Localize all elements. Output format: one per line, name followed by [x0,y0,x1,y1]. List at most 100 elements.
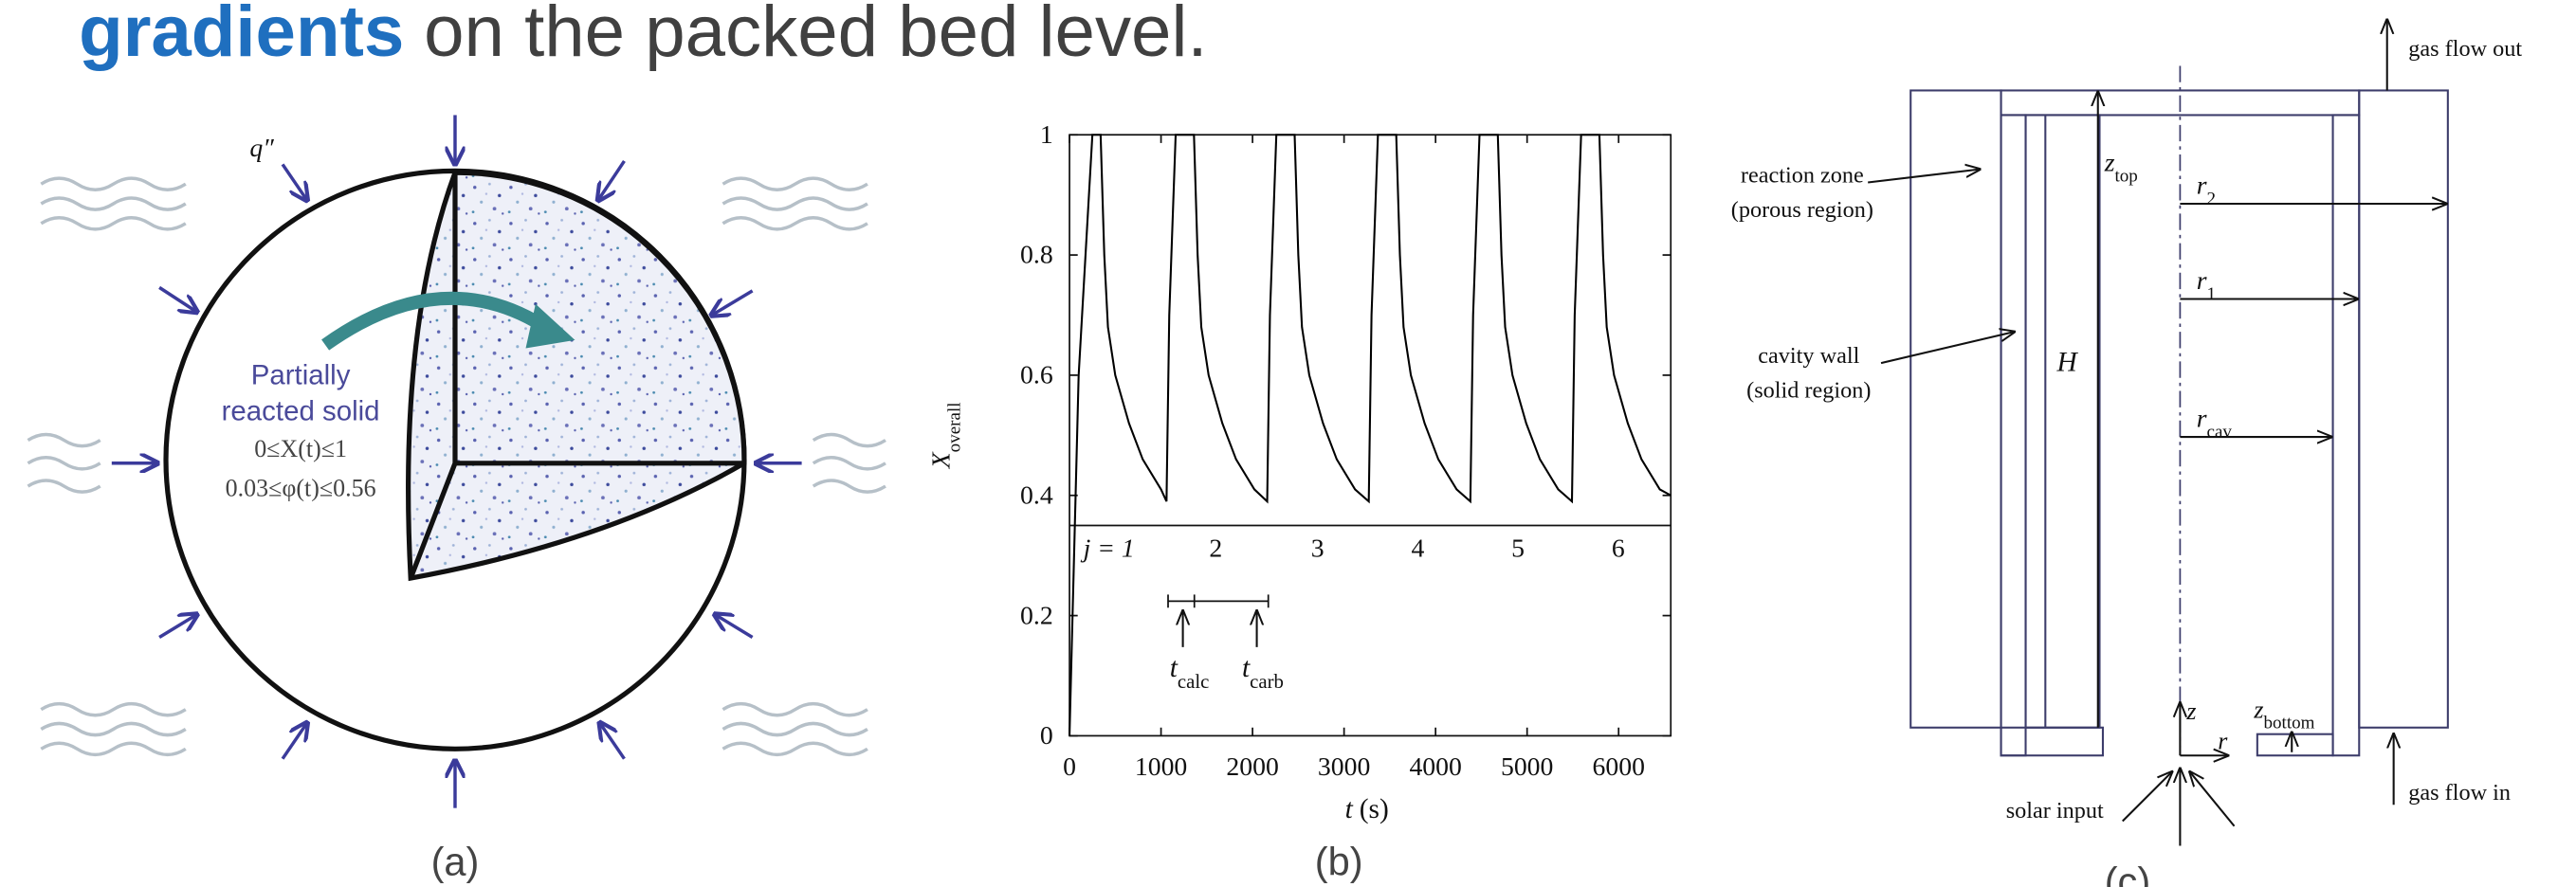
symbol: r [2197,404,2207,433]
subscript: top [2114,166,2137,186]
reaction-zone-label: reaction zone [1741,162,1864,188]
conversion-range: 0≤X(t)≤1 [254,435,347,462]
x-tick-label: 1000 [1135,751,1187,781]
cut-edges [408,172,744,580]
cavity-wall-label: cavity wall [1758,343,1859,369]
cavity-wall-label: (solid region) [1746,377,1871,403]
y-tick-label: 0.4 [1020,480,1053,509]
r1-label: r1 [2197,265,2216,304]
cavity-wall-right [2331,114,2361,757]
x-tick-label: 2000 [1226,751,1278,781]
cycle-label: 4 [1411,534,1424,563]
heat-waves [39,176,188,192]
cavity-wall-left [2000,114,2027,757]
cycle-label: j = 1 [1081,534,1135,563]
cycle-label: 5 [1511,534,1525,563]
heat-waves [39,196,188,211]
porosity-range: 0.03≤φ(t)≤0.56 [226,474,376,501]
caption: (a) [431,840,480,884]
caption: (b) [1315,840,1363,884]
y-label-var: X [926,451,956,469]
plot-frame [1069,134,1672,737]
r2-label: r2 [2197,171,2216,208]
dimension-arrows [1868,20,2446,846]
heat-waves [721,701,869,717]
panel-b: Xoverall t (s) tcalc tcarb (b) 00.20.40.6… [926,119,1672,884]
subscript: 2 [2207,189,2217,208]
title-rest: on the packed bed level. [424,0,1207,72]
flux-arrows [158,614,197,639]
heat-waves [721,741,869,757]
caption: (c) [2105,860,2150,887]
reaction-zone-label: (porous region) [1731,197,1873,223]
reaction-zone [2024,114,2101,729]
flux-arrows [598,160,626,201]
bracket [1167,594,1270,647]
cycle-label: 3 [1311,534,1325,563]
annotation: tcalc [1170,653,1210,693]
symbol: z [2253,696,2263,723]
rotation-arrowhead [525,303,575,349]
x-tick-label: 0 [1063,751,1076,781]
bottom-right [2256,733,2334,757]
symbol: r [2197,265,2207,295]
heat-waves [27,176,886,757]
flux-label: q″ [249,133,274,162]
x-label-var: t [1345,794,1354,824]
subscript: 1 [2207,284,2217,304]
heat-waves [27,432,101,494]
x-tick-label: 3000 [1318,751,1370,781]
annotation-main: t [1242,653,1251,683]
heat-waves [812,432,886,494]
heat-waves [39,721,188,737]
z-top-label: ztop [2104,147,2138,185]
flux-arrows [599,723,626,760]
x-label-unit: (s) [1360,794,1389,824]
heat-waves [39,216,188,231]
solid-label: reacted solid [222,396,380,427]
flux-arrows [158,285,197,312]
y-tick-label: 0.8 [1020,240,1053,269]
conversion-curve [1069,134,1672,736]
flux-arrows [281,723,307,760]
flux-arrows [111,115,802,808]
y-tick-label: 0 [1040,720,1053,750]
bottom-left [2000,726,2104,757]
x-tick-label: 6000 [1592,751,1644,781]
r-axis-label: r [2218,727,2228,754]
symbol: r [2197,171,2207,200]
dimension-arrows [1868,170,1980,184]
y-label-sub: overall [944,402,964,452]
insulation-left [1909,89,2002,729]
cutaway [406,170,747,582]
flux-arrows [715,614,754,639]
subscript: bottom [2264,713,2315,733]
x-label: t (s) [1345,794,1389,824]
cycle-label: 6 [1612,534,1625,563]
panel-a: q″ Partially reacted solid 0≤X(t)≤1 0.03… [27,115,886,884]
insulation-right [2358,89,2449,729]
gas-in-label: gas flow in [2408,780,2511,806]
heat-waves [721,196,869,211]
flux-arrows [711,289,754,316]
height-label: H [2055,348,2078,378]
y-label: Xoverall [926,402,965,469]
title: gradients on the packed bed level. [79,0,1207,72]
heat-waves [721,216,869,231]
x-tick-label: 4000 [1409,751,1461,781]
heat-waves [39,741,188,757]
heat-waves [721,176,869,192]
y-tick-label: 0.2 [1020,600,1053,629]
subscript: cav [2207,422,2233,442]
y-tick-label: 1 [1040,119,1053,149]
z-bottom-label: zbottom [2253,696,2314,733]
z-axis-label: z [2185,697,2196,725]
annotation-sub: carb [1250,671,1284,693]
heat-waves [721,721,869,737]
dimension-arrows [2122,772,2172,823]
rotation-arrow [321,291,546,351]
solid-label: Partially [251,360,351,391]
